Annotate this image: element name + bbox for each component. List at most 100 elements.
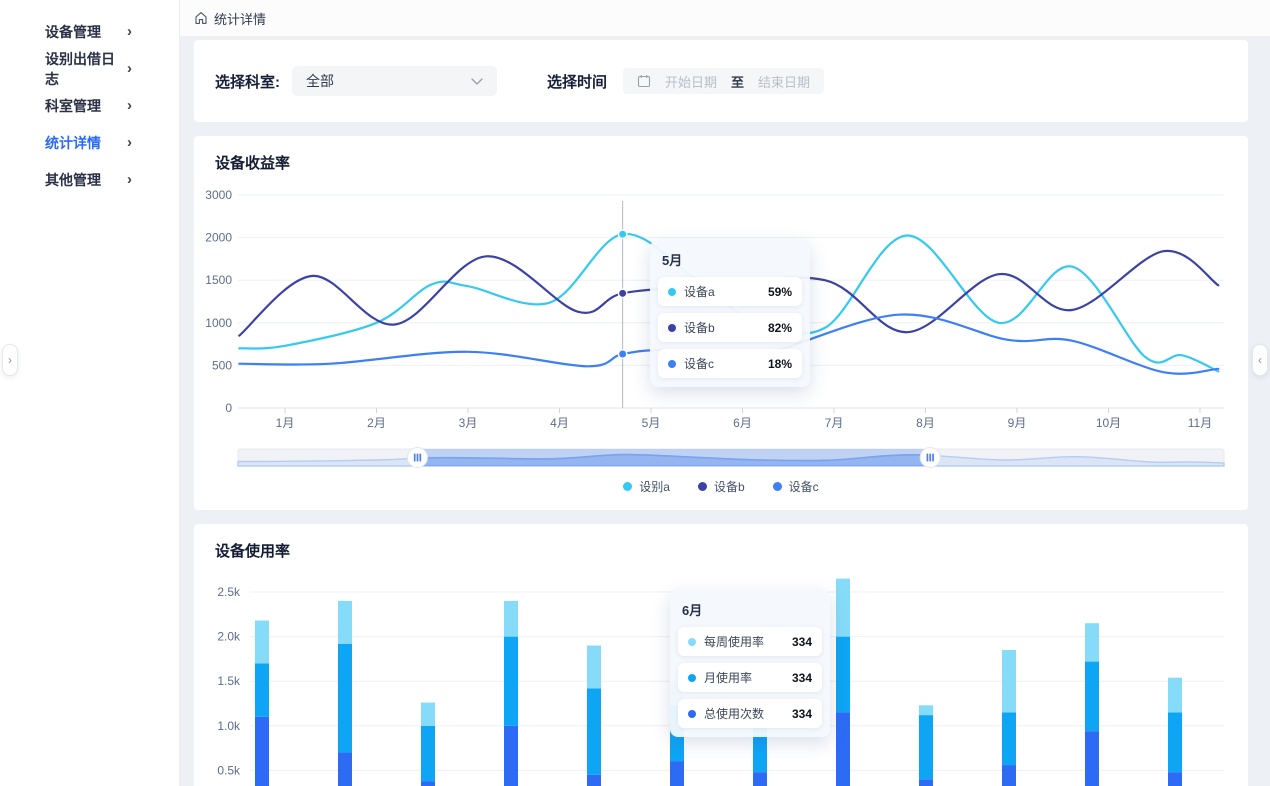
svg-text:8月: 8月 [916,416,935,430]
bar-segment[interactable] [587,774,601,786]
end-date-input[interactable]: 结束日期 [758,74,811,90]
tooltip-row: 总使用次数 334 [678,699,822,728]
legend-dot-icon [623,482,633,491]
bar-segment[interactable] [1085,661,1099,732]
tooltip-series-label: 设备b [684,321,715,335]
tooltip-series-value: 18% [767,356,792,371]
series-dot-icon [668,323,676,332]
bar-segment[interactable] [421,725,435,782]
chevron-right-icon: › [127,171,132,188]
legend-item[interactable]: 设备c [772,478,819,495]
bar-segment[interactable] [255,620,269,664]
calendar-icon [637,75,651,88]
bar-segment[interactable] [1168,677,1182,713]
series-dot-icon [688,709,696,718]
date-to-label: 至 [731,74,745,90]
panel-collapse-toggle[interactable]: ‹ [1252,344,1268,376]
bar-segment[interactable] [421,781,435,786]
bar-segment[interactable] [1168,712,1182,773]
tooltip-series-value: 334 [791,634,812,649]
legend-item[interactable]: 设别a [623,478,670,495]
tooltip-row: 每周使用率 334 [678,627,822,656]
usage-bar-chart[interactable]: 0.5k 1.0k 1.5k 2.0k 2.5k [194,564,1248,786]
svg-text:3月: 3月 [459,416,478,430]
bar-segment[interactable] [919,705,933,716]
bar-segment[interactable] [1002,649,1016,713]
legend-dot-icon [697,482,707,491]
bar-segment[interactable] [1168,772,1182,786]
bar-segment[interactable] [504,725,518,786]
bar-segment[interactable] [587,688,601,775]
chevron-right-icon: › [127,134,132,151]
bar-segment[interactable] [919,715,933,780]
sidebar-item-2[interactable]: 科室管理 › [0,87,179,124]
svg-text:2.5k: 2.5k [217,585,241,599]
start-date-input[interactable]: 开始日期 [665,74,718,90]
tooltip-header: 5月 [662,253,683,268]
datazoom-slider[interactable] [194,446,1248,470]
tooltip-row: 设备b 82% [658,313,802,342]
bar-segment[interactable] [919,779,933,786]
breadcrumb: 统计详情 [180,0,1270,36]
sidebar-item-1[interactable]: 设别出借日志 › [0,50,179,87]
bar-segment[interactable] [670,761,684,786]
chevron-right-icon: › [127,23,132,40]
chevron-right-icon: › [127,97,132,114]
svg-text:2.0k: 2.0k [217,630,241,644]
sidebar-item-label: 设别出借日志 [45,50,115,87]
svg-text:11月: 11月 [1188,416,1212,430]
bar-segment[interactable] [587,645,601,689]
legend-label: 设备b [713,480,745,494]
time-filter-label: 选择时间 [547,73,608,91]
legend-label: 设别a [639,480,670,494]
bar-segment[interactable] [255,716,269,786]
revenue-chart-tooltip: 5月 设备a 59% 设备b 82% 设备c 18% [650,240,810,387]
bar-segment[interactable] [504,600,518,637]
bar-segment[interactable] [338,752,352,786]
bar-segment[interactable] [836,712,850,786]
filter-card: 选择科室: 全部 选择时间 开始日期 至 结束日期 [194,40,1248,122]
sidebar-item-0[interactable]: 设备管理 › [0,13,179,50]
svg-text:10月: 10月 [1096,416,1121,430]
usage-chart-title: 设备使用率 [215,543,291,560]
bar-segment[interactable] [338,643,352,753]
bar-segment[interactable] [504,636,518,726]
bar-segment[interactable] [1085,731,1099,786]
sidebar-item-3[interactable]: 统计详情 › [0,124,179,161]
revenue-chart-legend: 设别a 设备b 设备c [194,478,1248,495]
department-select-value: 全部 [306,73,334,89]
tooltip-series-value: 82% [767,320,792,335]
svg-text:4月: 4月 [550,416,569,430]
bar-segment[interactable] [338,600,352,644]
bar-segment[interactable] [836,578,850,637]
legend-dot-icon [772,482,782,491]
svg-text:1000: 1000 [205,316,232,330]
svg-text:3000: 3000 [205,188,232,202]
sidebar-item-4[interactable]: 其他管理 › [0,161,179,198]
svg-text:5月: 5月 [642,416,661,430]
bar-segment[interactable] [1002,712,1016,766]
bar-segment[interactable] [1002,765,1016,786]
sidebar-item-label: 其他管理 [45,171,101,188]
sidebar-expand-toggle[interactable]: › [2,344,18,376]
bar-segment[interactable] [421,702,435,726]
date-range-picker[interactable]: 开始日期 至 结束日期 [623,68,825,94]
svg-text:1500: 1500 [205,273,232,287]
svg-text:0.5k: 0.5k [217,763,241,777]
series-dot-icon [688,637,696,646]
home-icon [195,12,207,24]
department-select[interactable]: 全部 [292,66,497,96]
sidebar: 设备管理 › 设别出借日志 › 科室管理 › 统计详情 › 其他管理 › [0,0,180,786]
chevron-down-icon [471,77,483,85]
svg-text:1.0k: 1.0k [217,719,241,733]
tooltip-series-label: 月使用率 [704,671,753,685]
legend-label: 设备c [788,480,819,494]
tooltip-series-label: 总使用次数 [704,707,765,721]
bar-segment[interactable] [836,636,850,713]
bar-segment[interactable] [753,772,767,786]
bar-segment[interactable] [255,663,269,717]
legend-item[interactable]: 设备b [697,478,745,495]
svg-text:2000: 2000 [205,231,232,245]
bar-segment[interactable] [1085,623,1099,662]
usage-chart-card: 设备使用率 0.5k 1.0k 1.5k 2.0k 2.5k 6月 每周使用率 334 月使用… [194,524,1248,786]
